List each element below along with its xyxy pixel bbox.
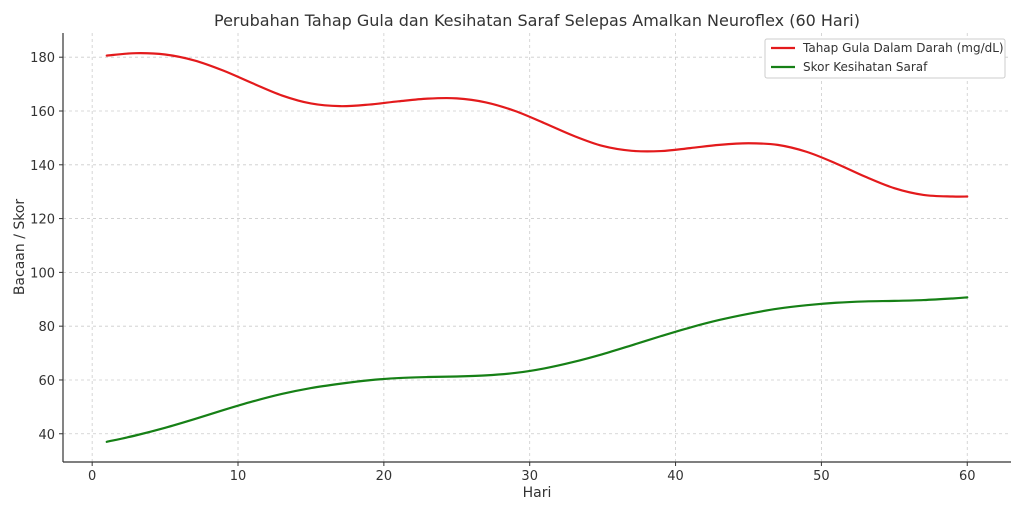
- y-axis-label: Bacaan / Skor: [12, 199, 28, 296]
- series-lines: [105, 52, 969, 443]
- x-tick-label: 10: [230, 469, 247, 484]
- legend-label-nerve-health: Skor Kesihatan Saraf: [803, 60, 928, 74]
- legend: Tahap Gula Dalam Darah (mg/dL) Skor Kesi…: [764, 38, 1006, 79]
- x-tick-label: 60: [959, 469, 976, 484]
- x-tick-label: 0: [88, 469, 96, 484]
- series-line-blood-sugar: [105, 52, 969, 198]
- x-axis-label: Hari: [523, 485, 552, 501]
- legend-box: [764, 38, 1006, 79]
- y-tick-label: 60: [38, 374, 55, 389]
- chart-title: Perubahan Tahap Gula dan Kesihatan Saraf…: [214, 11, 860, 30]
- y-tick-label: 180: [30, 51, 55, 66]
- y-tick-label: 140: [30, 159, 55, 174]
- grid: [63, 33, 1011, 462]
- x-tick-label: 50: [813, 469, 830, 484]
- y-tick-label: 80: [38, 320, 55, 335]
- y-tick-label: 120: [30, 213, 55, 228]
- x-tick-label: 40: [667, 469, 684, 484]
- axes: [62, 33, 1011, 463]
- y-tick-label: 100: [30, 266, 55, 281]
- ticks: 0 10 20 30 40 50 60 40 60 80 100 120 140 160 180: [30, 51, 975, 484]
- x-tick-label: 30: [521, 469, 538, 484]
- legend-label-blood-sugar: Tahap Gula Dalam Darah (mg/dL): [802, 41, 1004, 55]
- series-line-nerve-health: [105, 296, 969, 443]
- y-tick-label: 160: [30, 105, 55, 120]
- y-tick-label: 40: [38, 428, 55, 443]
- x-tick-label: 20: [376, 469, 393, 484]
